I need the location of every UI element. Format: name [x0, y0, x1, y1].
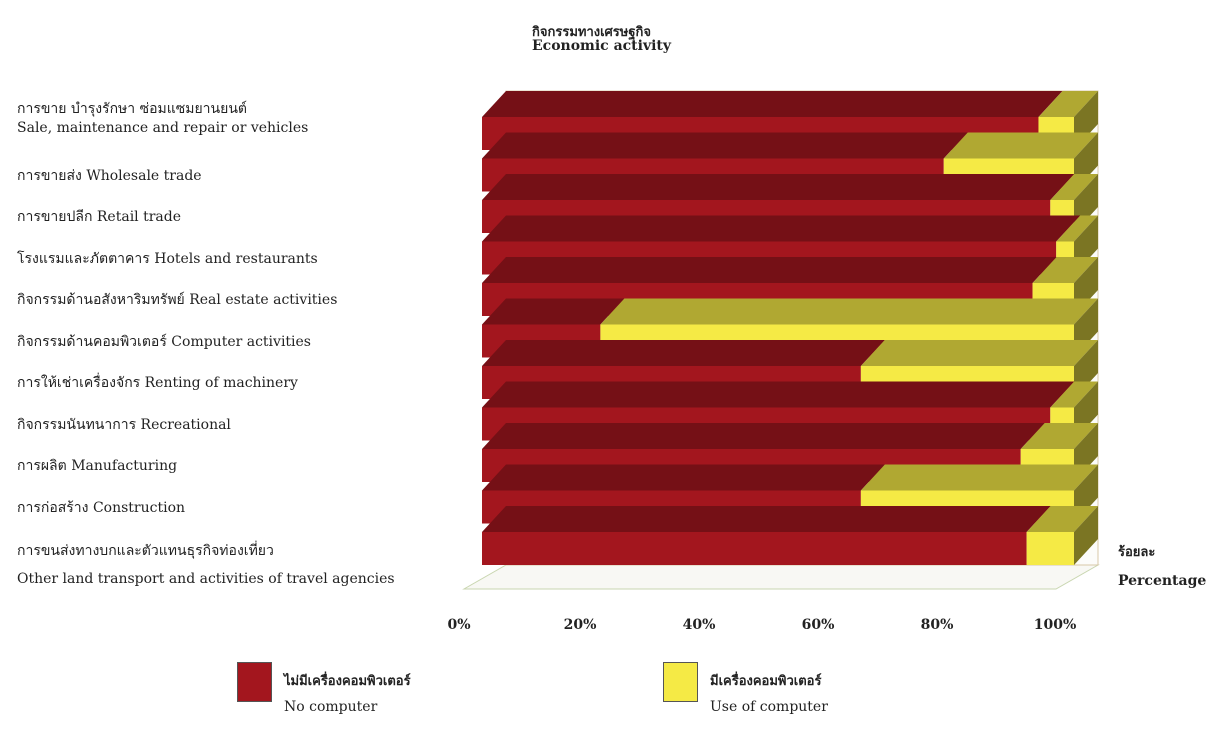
legend-item-no-computer: ไม่มีเครื่องคอมพิวเตอร์ No computer [237, 662, 411, 715]
bar-top-use-computer [1032, 257, 1098, 283]
bar-top-use-computer [1050, 381, 1098, 408]
category-label: การก่อสร้าง Construction [17, 497, 185, 519]
category-label: การขายส่ง Wholesale trade [17, 165, 202, 187]
category-label-thai: การขนส่งทางบกและตัวแทนธุรกิจท่องเที่ยว [17, 543, 274, 559]
category-label-english: Other land transport and activities of t… [17, 571, 395, 587]
category-label-english: Retail trade [96, 209, 182, 225]
category-label-thai: การขายปลีก [17, 209, 97, 225]
bar-top-use-computer [600, 298, 1098, 325]
bar-top-no-computer [482, 174, 1075, 200]
category-label: กิจกรรมด้านอสังหาริมทรัพย์ Real estate a… [17, 289, 337, 311]
chart-floor [462, 564, 1100, 590]
bar-top-use-computer [1050, 174, 1098, 200]
bar-top-no-computer [482, 506, 1051, 532]
bar-top-use-computer [1056, 215, 1098, 242]
category-label: การขนส่งทางบกและตัวแทนธุรกิจท่องเที่ยว Ot… [17, 540, 395, 587]
legend-item-use-computer: มีเครื่องคอมพิวเตอร์ Use of computer [663, 662, 828, 715]
bar-top-use-computer [943, 132, 1098, 159]
bar-top-no-computer [482, 381, 1075, 408]
bar-top-use-computer [860, 464, 1098, 491]
category-label-english: Wholesale trade [86, 167, 202, 184]
category-label-thai: กิจกรรมด้านอสังหาริมทรัพย์ [17, 292, 190, 308]
category-label-thai: การผลิต [17, 458, 72, 474]
axis-title-thai: กิจกรรมทางเศรษฐกิจ [532, 25, 652, 40]
category-label: การให้เช่าเครื่องจักร Renting of machine… [17, 372, 298, 394]
category-label-thai: การขาย บำรุงรักษา ซ่อมแซมยานยนต์ [17, 101, 247, 117]
bar-use-computer [1026, 532, 1074, 565]
axis-title-english: Economic activity [532, 38, 672, 54]
legend-swatch-no-computer [237, 662, 272, 702]
x-tick-label: 40% [682, 617, 716, 633]
legend-label-thai: มีเครื่องคอมพิวเตอร์ [710, 674, 822, 689]
bar-top-use-computer [1020, 423, 1098, 449]
bar-top-no-computer [482, 215, 1081, 242]
x-tick-label: 20% [563, 617, 597, 633]
bar-side-face [1074, 506, 1098, 565]
unit-label-thai: ร้อยละ [1118, 545, 1156, 560]
category-label-thai: กิจกรรมด้านคอมพิวเตอร์ [17, 333, 172, 350]
legend-swatch-use-computer [663, 662, 698, 702]
category-label-english: Manufacturing [71, 458, 178, 474]
category-label-thai: กิจกรรมนันทนาการ [17, 416, 141, 433]
category-label-english: Hotels and restaurants [154, 250, 318, 267]
bar-top-no-computer [482, 423, 1045, 449]
category-label: การขายปลีก Retail trade [17, 206, 181, 228]
category-label-english: Real estate activities [189, 292, 338, 308]
category-label: กิจกรรมด้านคอมพิวเตอร์ Computer activiti… [17, 331, 311, 353]
x-tick-label: 80% [920, 617, 954, 633]
category-label-english: Recreational [140, 416, 231, 433]
bar-top-no-computer [482, 340, 885, 366]
bar-top-use-computer [1026, 506, 1098, 532]
category-label-thai: การให้เช่าเครื่องจักร [17, 375, 145, 391]
category-label-english: Renting of machinery [144, 375, 298, 391]
unit-label-english: Percentage [1118, 573, 1207, 589]
bar-top-no-computer [482, 132, 968, 159]
bar-no-computer [482, 532, 1027, 565]
category-label-thai: โรงแรมและภัตตาคาร [17, 250, 155, 267]
bar-top-use-computer [860, 340, 1098, 366]
x-tick-label: 60% [801, 617, 835, 633]
bar-top-no-computer [482, 257, 1057, 283]
category-label: กิจกรรมนันทนาการ Recreational [17, 414, 231, 436]
category-label-english: Sale, maintenance and repair or vehicles [17, 120, 309, 136]
legend-label-english: Use of computer [710, 699, 828, 715]
bar-top-no-computer [482, 464, 885, 491]
bar-top-no-computer [482, 298, 625, 325]
category-label-english: Construction [92, 499, 186, 516]
bar-top-no-computer [482, 91, 1063, 117]
category-label: โรงแรมและภัตตาคาร Hotels and restaurants [17, 248, 318, 270]
category-label-thai: การขายส่ง [17, 167, 87, 184]
legend-label-thai: ไม่มีเครื่องคอมพิวเตอร์ [284, 674, 411, 689]
category-label-english: Computer activities [171, 333, 311, 350]
category-label: การผลิต Manufacturing [17, 455, 177, 477]
category-label-thai: การก่อสร้าง [17, 499, 93, 516]
category-label: การขาย บำรุงรักษา ซ่อมแซมยานยนต์ Sale, ma… [17, 98, 308, 136]
bar-top-use-computer [1038, 91, 1098, 117]
legend-label-english: No computer [284, 699, 378, 715]
x-tick-label: 100% [1033, 617, 1077, 633]
x-tick-label: 0% [447, 617, 471, 633]
